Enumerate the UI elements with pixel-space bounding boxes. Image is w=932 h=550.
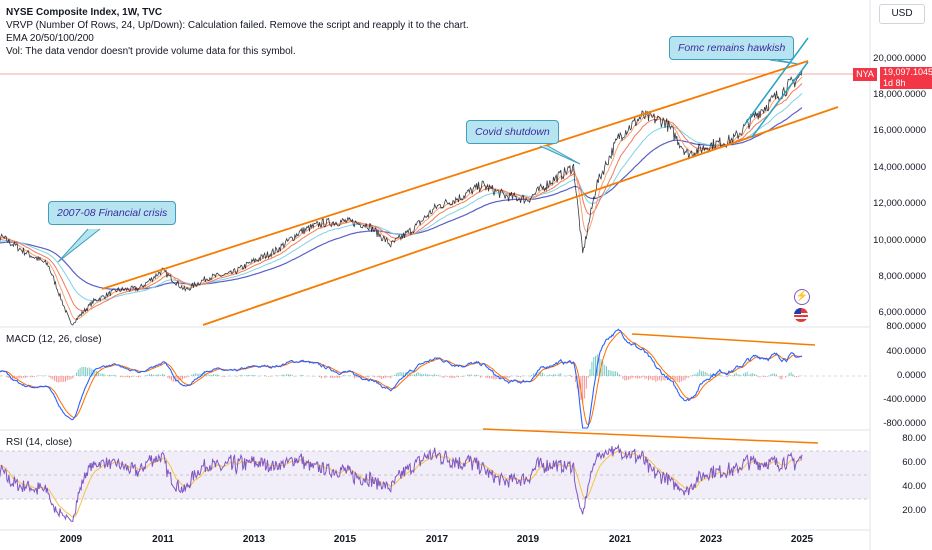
price-axis-label: 6,000.0000 xyxy=(878,307,926,318)
price-axis-label: 8,000.0000 xyxy=(878,271,926,282)
time-axis-label: 2019 xyxy=(516,534,540,545)
price-axis-label: 20,000.0000 xyxy=(873,53,926,64)
chart-legend: NYSE Composite Index, 1W, TVC VRVP (Numb… xyxy=(6,6,469,58)
vol-status: Vol: The data vendor doesn't provide vol… xyxy=(6,46,296,57)
macd-axis-label: 400.0000 xyxy=(886,346,926,357)
annotation-fomc-hawkish[interactable]: Fomc remains hawkish xyxy=(669,36,795,60)
macd-line xyxy=(0,328,803,429)
time-axis-label: 2009 xyxy=(59,534,83,545)
rsi-pane-label[interactable]: RSI (14, close) xyxy=(6,437,73,448)
time-axis-label: 2025 xyxy=(790,534,814,545)
rsi-axis-label: 80.00 xyxy=(902,433,926,444)
time-axis-label: 2023 xyxy=(699,534,723,545)
price-axis-label: 18,000.0000 xyxy=(873,89,926,100)
bar-countdown: 1d 8h xyxy=(883,78,906,88)
time-axis-label: 2017 xyxy=(425,534,449,545)
price-axis-label: 10,000.0000 xyxy=(873,235,926,246)
price-series xyxy=(0,70,803,326)
price-axis-label: 12,000.0000 xyxy=(873,198,926,209)
time-axis-label: 2015 xyxy=(333,534,357,545)
callout-pointer xyxy=(769,59,799,65)
time-axis-label: 2013 xyxy=(242,534,266,545)
rsi-axis-label: 40.00 xyxy=(902,481,926,492)
channel-lower-line xyxy=(202,106,839,326)
price-axis-label: 16,000.0000 xyxy=(873,125,926,136)
rsi-divergence-line xyxy=(482,428,819,444)
macd-pane-label[interactable]: MACD (12, 26, close) xyxy=(6,334,102,345)
macd-axis-label: 0.0000 xyxy=(896,370,926,381)
us-flag-event-icon[interactable] xyxy=(794,308,808,322)
currency-selector[interactable]: USD xyxy=(879,4,925,24)
ema200-line xyxy=(0,107,803,290)
macd-divergence-line xyxy=(631,333,816,346)
trend-channel-line xyxy=(751,61,809,138)
callout-pointer xyxy=(57,228,101,263)
price-axis-label: 14,000.0000 xyxy=(873,162,926,173)
last-price-value: 19,097.1045 xyxy=(883,67,932,77)
symbol-tag: NYA xyxy=(853,68,877,81)
callout-pointer xyxy=(539,145,581,165)
macd-axis-label: -400.0000 xyxy=(883,394,926,405)
last-price-tag: 19,097.1045 1d 8h xyxy=(880,67,932,89)
lightning-event-icon[interactable]: ⚡ xyxy=(794,289,810,305)
rsi-axis-label: 20.00 xyxy=(902,505,926,516)
price-axis-bg xyxy=(871,0,932,550)
rsi-line xyxy=(0,443,803,523)
channel-upper-line xyxy=(101,60,809,290)
macd-axis-label: -800.0000 xyxy=(883,418,926,429)
rsi-axis-label: 60.00 xyxy=(902,457,926,468)
time-axis-label: 2011 xyxy=(152,534,174,545)
ema-label: EMA 20/50/100/200 xyxy=(6,33,94,44)
symbol-title: NYSE Composite Index, 1W, TVC xyxy=(6,7,163,18)
time-axis-label: 2021 xyxy=(608,534,632,545)
ema50-line xyxy=(0,83,803,312)
annotation-covid-shutdown[interactable]: Covid shutdown xyxy=(466,120,559,144)
ema100-line xyxy=(0,93,803,302)
macd-axis-label: 800.0000 xyxy=(886,321,926,332)
annotation-financial-crisis[interactable]: 2007-08 Financial crisis xyxy=(48,201,177,225)
vrvp-status: VRVP (Number Of Rows, 24, Up/Down): Calc… xyxy=(6,20,469,31)
trend-channel-line xyxy=(744,37,809,125)
